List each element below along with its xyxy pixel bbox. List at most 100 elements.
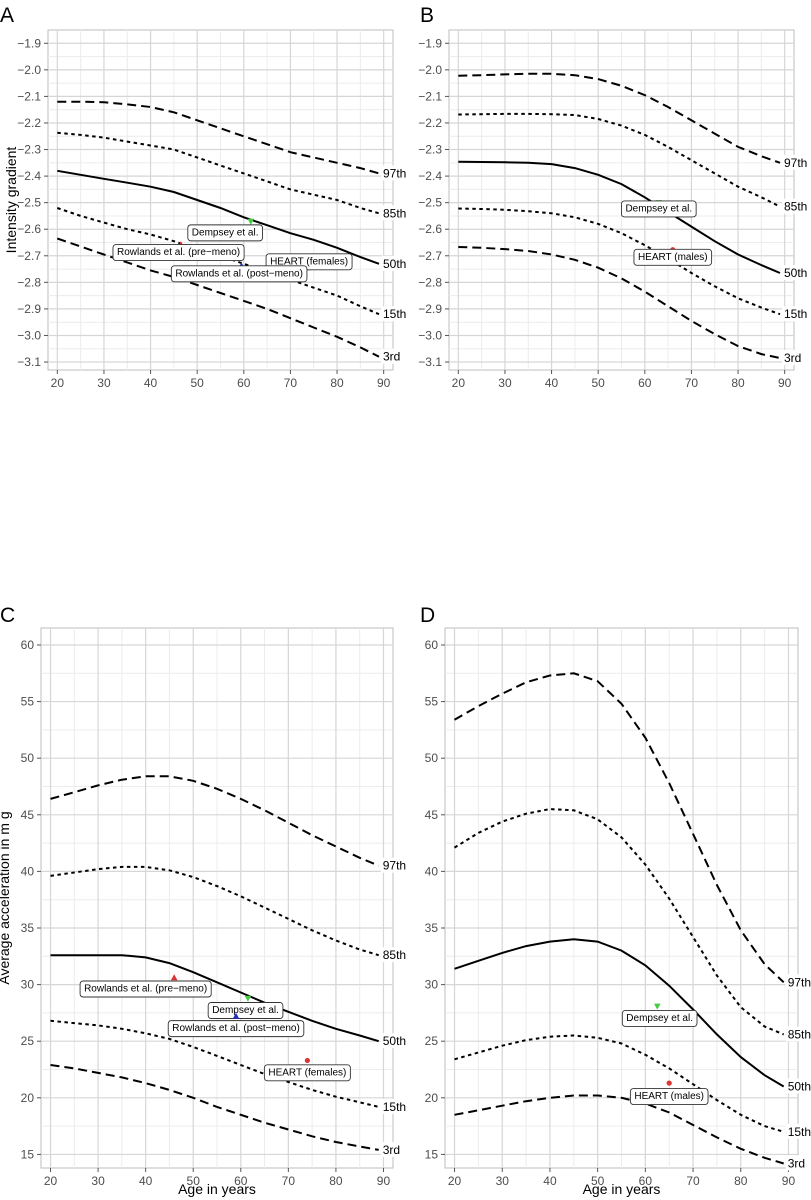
series-line-50th bbox=[454, 938, 785, 1088]
y-tick-label: −2.0 bbox=[17, 63, 41, 77]
percentile-label-bg bbox=[381, 306, 410, 322]
series-line-15th bbox=[50, 1019, 379, 1108]
panel-b: B 20 30 40 50 60 70 80 90 −3.1 −3.0 −2.9 −2.8 −2.7 −2.… bbox=[418, 4, 811, 390]
y-tick-label: −2.6 bbox=[418, 222, 442, 236]
data-marker-circle bbox=[304, 1057, 310, 1064]
panel-d: D 20 30 40 50 60 70 80 90 15 20 25 30 35 40 45 50 55 60 97t… bbox=[420, 604, 811, 1197]
percentile-label-bg bbox=[380, 1141, 409, 1157]
percentile-label-15th: 15th bbox=[383, 307, 406, 321]
x-tick-label: 90 bbox=[778, 376, 792, 390]
y-tick-label: 55 bbox=[425, 695, 439, 709]
y-axis-title: Intensity gradient bbox=[3, 147, 19, 254]
percentile-label-bg bbox=[380, 857, 409, 873]
annotation-label-box bbox=[620, 200, 697, 218]
percentile-label-3rd: 3rd bbox=[383, 350, 400, 364]
series-line-85th bbox=[458, 112, 781, 208]
x-tick-label: 40 bbox=[545, 376, 559, 390]
x-tick-label: 50 bbox=[592, 376, 606, 390]
y-tick-label: −3.0 bbox=[418, 328, 442, 342]
x-axis-title: Age in years bbox=[583, 1181, 661, 1197]
percentile-label-50th: 50th bbox=[784, 266, 807, 280]
panel-letter: D bbox=[420, 604, 435, 627]
y-tick-label: −1.9 bbox=[418, 36, 442, 50]
x-tick-label: 70 bbox=[282, 1174, 296, 1188]
annotation-label-box bbox=[207, 1002, 284, 1019]
x-tick-label: 20 bbox=[452, 376, 466, 390]
x-tick-label: 40 bbox=[543, 1174, 557, 1188]
x-tick-label: 50 bbox=[187, 1174, 201, 1188]
percentile-label-15th: 15th bbox=[788, 1125, 811, 1139]
x-tick-label: 70 bbox=[284, 376, 298, 390]
percentile-label-bg bbox=[782, 198, 811, 214]
y-tick-label: 40 bbox=[21, 864, 35, 878]
annotation-label-box bbox=[621, 1009, 698, 1027]
y-tick-label: 25 bbox=[425, 1034, 439, 1048]
x-tick-label: 30 bbox=[91, 1174, 105, 1188]
y-tick-label: −2.3 bbox=[17, 143, 41, 157]
x-tick-label: 60 bbox=[234, 1174, 248, 1188]
x-tick-label: 30 bbox=[498, 376, 512, 390]
percentile-label-bg bbox=[380, 947, 409, 963]
x-tick-label: 20 bbox=[44, 1174, 58, 1188]
y-tick-label: −2.8 bbox=[17, 275, 41, 289]
annotation-label-box bbox=[170, 265, 308, 283]
y-tick-label: −2.1 bbox=[418, 89, 442, 103]
annotation-label-box bbox=[633, 248, 713, 266]
panel-c: C 20 30 40 50 60 70 80 90 15 20 25 30 35 40 45 50 55 60 97t… bbox=[0, 604, 409, 1197]
x-tick-label: 90 bbox=[377, 1174, 391, 1188]
y-tick-label: 40 bbox=[425, 864, 439, 878]
y-tick-label: 35 bbox=[425, 921, 439, 935]
annotation-label-box bbox=[187, 224, 263, 242]
annotation-label: HEART (males) bbox=[634, 1091, 704, 1102]
y-tick-label: −2.5 bbox=[17, 196, 41, 210]
annotation-label: Dempsey et al. bbox=[625, 203, 692, 214]
y-tick-label: 15 bbox=[425, 1147, 439, 1161]
series-line-85th bbox=[57, 131, 380, 215]
annotation-label: Dempsey et al. bbox=[626, 1013, 693, 1024]
annotation-label: Rowlands et al. (post−meno) bbox=[175, 268, 303, 279]
series-line-50th bbox=[458, 160, 781, 274]
x-tick-label: 60 bbox=[638, 376, 652, 390]
series-line-97th bbox=[57, 100, 380, 175]
y-tick-label: 45 bbox=[425, 808, 439, 822]
percentile-label-3rd: 3rd bbox=[383, 1143, 400, 1157]
annotation-label-box bbox=[112, 244, 245, 261]
x-tick-label: 20 bbox=[51, 376, 65, 390]
x-tick-label: 80 bbox=[330, 376, 344, 390]
percentile-label-bg bbox=[381, 348, 410, 364]
data-marker-circle bbox=[666, 1080, 672, 1086]
x-tick-label: 80 bbox=[734, 1174, 748, 1188]
percentile-label-97th: 97th bbox=[383, 166, 406, 180]
y-tick-label: −2.3 bbox=[418, 143, 442, 157]
annotation-label-box bbox=[263, 1064, 351, 1082]
y-tick-label: −2.6 bbox=[17, 222, 41, 236]
annotation-label: Dempsey et al. bbox=[212, 1005, 279, 1016]
percentile-label-bg bbox=[381, 165, 410, 181]
y-tick-label: 25 bbox=[21, 1034, 35, 1048]
series-line-3rd bbox=[56, 237, 380, 358]
y-tick-label: −2.0 bbox=[418, 63, 442, 77]
percentile-label-85th: 85th bbox=[383, 948, 406, 962]
y-tick-label: −2.9 bbox=[17, 302, 41, 316]
x-tick-label: 70 bbox=[685, 376, 699, 390]
percentile-label-85th: 85th bbox=[788, 1027, 811, 1041]
y-tick-label: 20 bbox=[425, 1091, 439, 1105]
annotation-label: Dempsey et al. bbox=[192, 227, 259, 238]
series-line-15th bbox=[454, 1034, 784, 1133]
y-tick-label: −2.4 bbox=[17, 169, 41, 183]
series-line-97th bbox=[458, 72, 781, 164]
percentile-label-97th: 97th bbox=[383, 859, 406, 873]
percentile-label-50th: 50th bbox=[383, 1034, 406, 1048]
y-tick-label: −2.1 bbox=[17, 89, 41, 103]
annotation-label-box bbox=[79, 980, 212, 998]
x-tick-label: 60 bbox=[237, 376, 251, 390]
percentile-label-85th: 85th bbox=[383, 206, 406, 220]
x-tick-label: 30 bbox=[496, 1174, 510, 1188]
panel-a: A 20 30 40 50 60 70 80 90 −3.1 −3.0 −2.9 −2.8 −2.7 −2.… bbox=[0, 4, 410, 390]
y-tick-label: −3.0 bbox=[17, 328, 41, 342]
y-tick-label: 50 bbox=[21, 751, 35, 765]
y-tick-label: 55 bbox=[21, 695, 35, 709]
y-tick-label: 45 bbox=[21, 808, 35, 822]
percentile-label-97th: 97th bbox=[788, 975, 811, 989]
